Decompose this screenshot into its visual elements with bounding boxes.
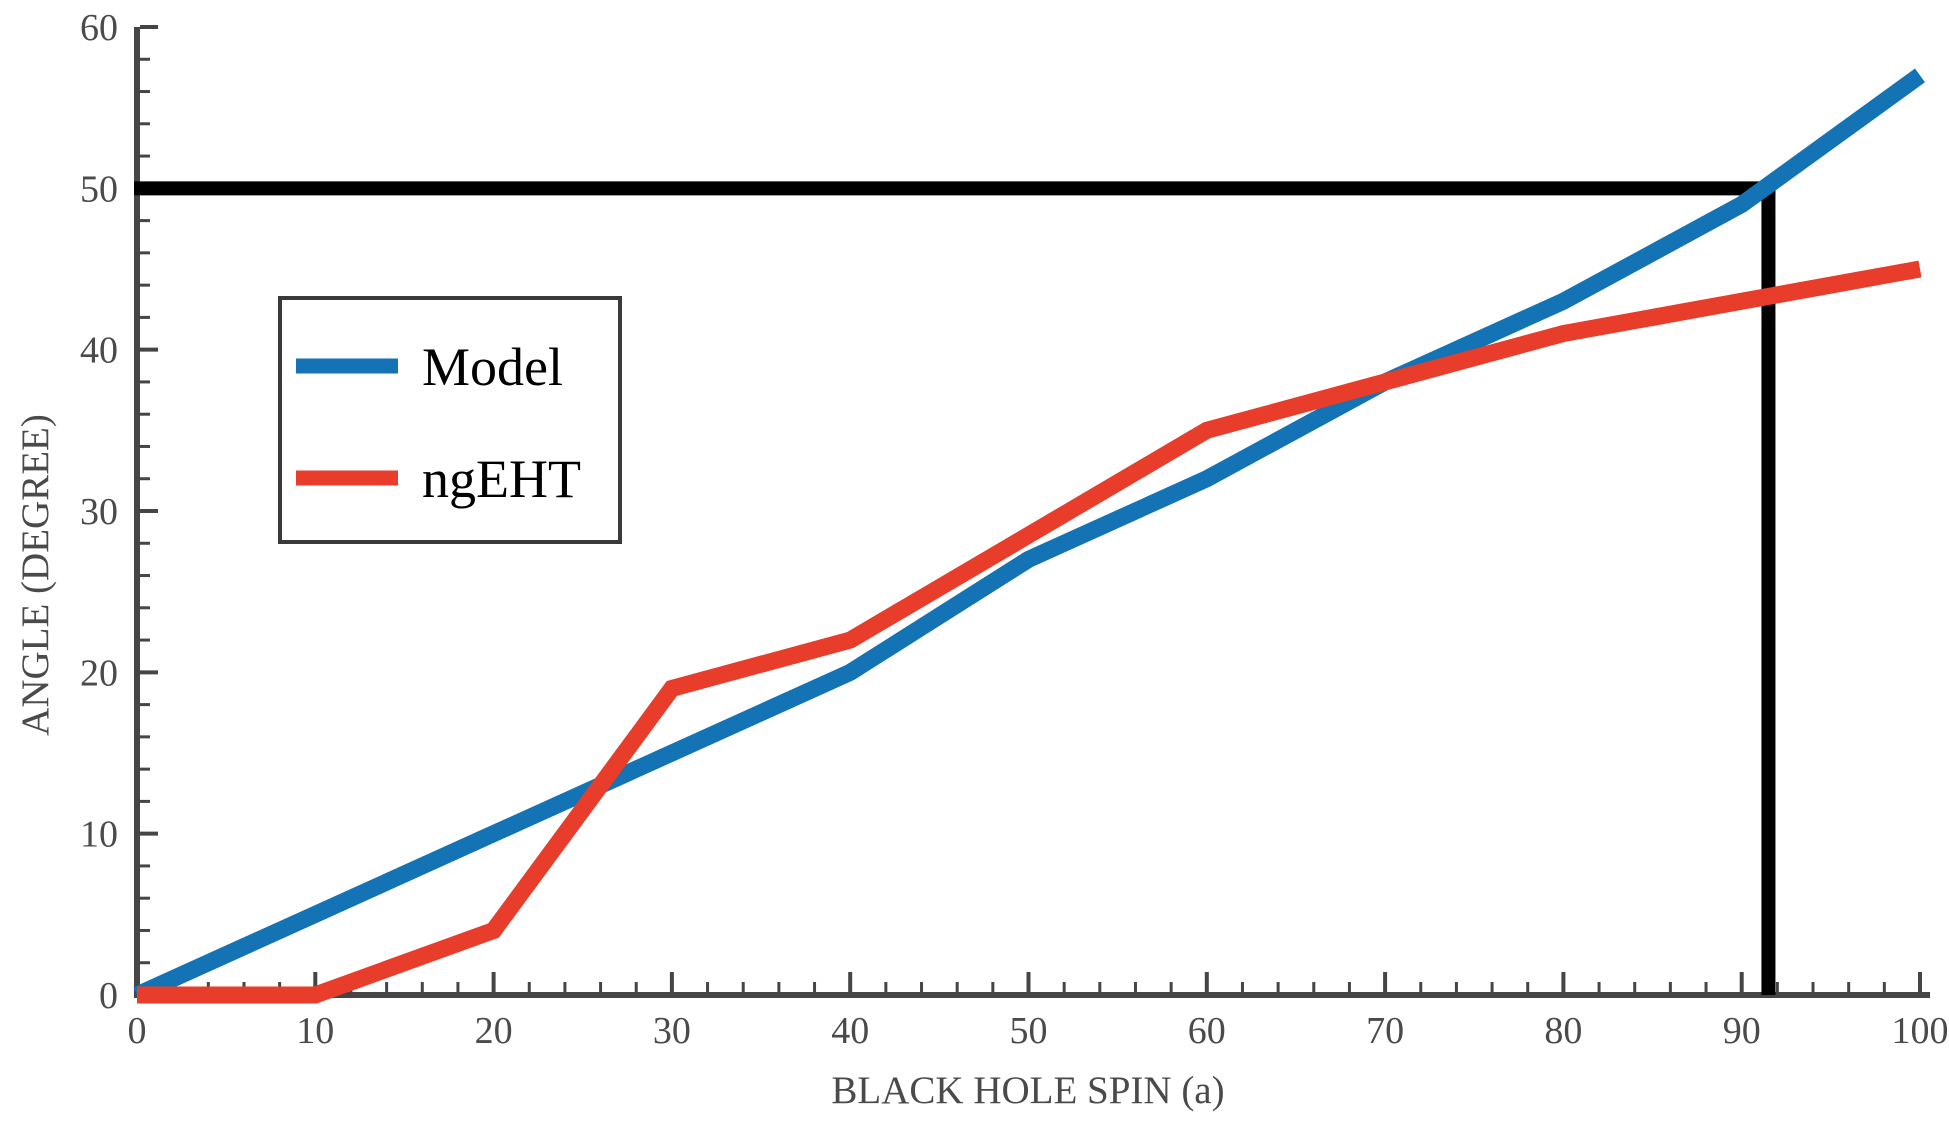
x-tick-label: 10 (296, 1010, 334, 1052)
legend-label-model: Model (422, 337, 563, 397)
x-tick-label: 0 (128, 1010, 147, 1052)
x-tick-label: 30 (653, 1010, 691, 1052)
series-layer (133, 68, 1925, 1004)
y-tick-label: 30 (80, 491, 118, 533)
series-line-model (133, 68, 1925, 1003)
x-tick-label: 80 (1544, 1010, 1582, 1052)
y-tick-label: 10 (80, 814, 118, 856)
x-tick-label: 70 (1366, 1010, 1404, 1052)
y-axis-title: ANGLE (DEGREE) (14, 414, 57, 736)
legend-label-ngeht: ngEHT (422, 449, 581, 509)
y-tick-label: 20 (80, 652, 118, 694)
series-line-ngeht (137, 260, 1922, 1004)
legend-box (278, 296, 622, 544)
x-tick-label: 50 (1010, 1010, 1048, 1052)
x-axis-title: BLACK HOLE SPIN (a) (831, 1069, 1224, 1112)
x-tick-label: 40 (831, 1010, 869, 1052)
legend-item-ngeht: ngEHT (296, 449, 581, 509)
y-tick-label: 50 (80, 168, 118, 210)
legend: Model ngEHT (278, 296, 622, 544)
y-tick-label: 60 (80, 7, 118, 49)
x-tick-label: 20 (475, 1010, 513, 1052)
x-tick-label: 60 (1188, 1010, 1226, 1052)
x-tick-label: 90 (1723, 1010, 1761, 1052)
crosshair-layer (134, 181, 1776, 995)
legend-item-model: Model (296, 337, 563, 397)
y-tick-label: 40 (80, 330, 118, 372)
x-tick-label: 100 (1892, 1010, 1949, 1052)
y-tick-label: 0 (99, 975, 118, 1017)
